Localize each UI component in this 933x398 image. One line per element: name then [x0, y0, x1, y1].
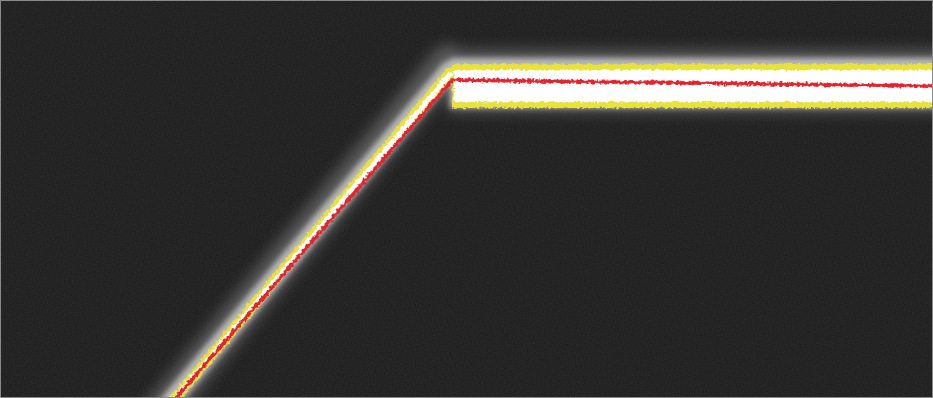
trace-center-line [174, 78, 933, 398]
